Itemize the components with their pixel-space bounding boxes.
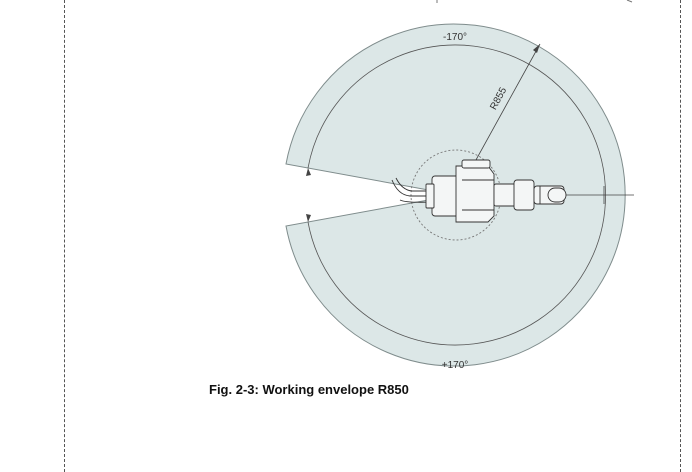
working-envelope-area [285, 23, 626, 367]
radius-dimension-line [465, 43, 541, 179]
arc-arrow-top [306, 168, 311, 176]
angle-label-top: -170° [443, 32, 467, 43]
cable-hose [391, 179, 432, 197]
figure-caption: Fig. 2-3: Working envelope R850 [209, 382, 409, 397]
robot-top-view [391, 159, 567, 223]
page-left-border [64, 0, 65, 472]
page-right-border [680, 0, 681, 472]
robot-shoulder [455, 165, 495, 223]
angle-label-bottom: +170° [442, 360, 469, 371]
top-cut-mark-right [626, 0, 633, 3]
arc-arrow-bottom [306, 214, 311, 222]
radius-arrow-head [533, 44, 540, 53]
